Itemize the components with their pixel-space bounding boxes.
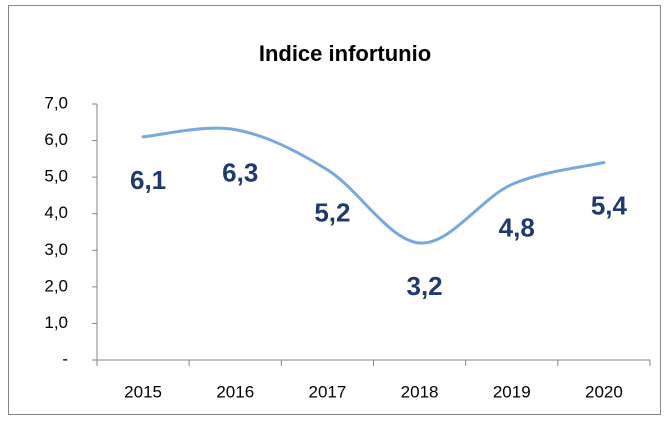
y-tick-label: 6,0 [44, 130, 68, 149]
x-tick-label: 2016 [216, 382, 254, 401]
y-tick-label: 4,0 [44, 203, 68, 222]
data-label: 5,4 [591, 190, 628, 220]
x-tick-label: 2019 [493, 382, 531, 401]
data-label: 4,8 [499, 212, 535, 242]
x-tick-label: 2018 [401, 382, 439, 401]
y-tick-label: 3,0 [44, 240, 68, 259]
x-tick-label: 2015 [124, 382, 162, 401]
y-tick-label: - [62, 349, 68, 368]
chart-title: Indice infortunio [259, 41, 431, 66]
x-tick-label: 2017 [309, 382, 347, 401]
chart-border [8, 5, 661, 415]
y-tick-label: 5,0 [44, 167, 68, 186]
data-label: 6,3 [222, 157, 258, 187]
x-tick-label: 2020 [585, 382, 623, 401]
line-series [141, 126, 606, 245]
y-tick-label: 1,0 [44, 313, 68, 332]
y-tick-label: 2,0 [44, 276, 68, 295]
y-tick-label: 7,0 [44, 93, 68, 112]
data-label: 5,2 [314, 198, 350, 228]
data-label: 6,1 [130, 165, 166, 195]
data-label: 3,2 [407, 271, 443, 301]
